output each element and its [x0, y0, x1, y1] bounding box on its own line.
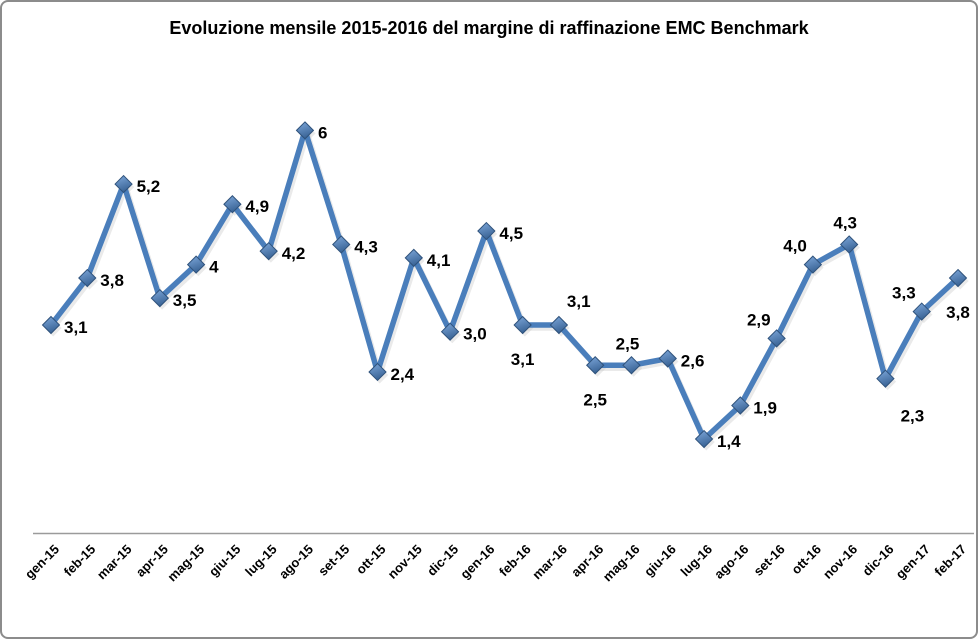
data-point-label: 4	[209, 258, 219, 277]
data-point-label: 4,9	[245, 197, 269, 216]
data-point-label: 1,9	[753, 399, 777, 418]
data-point-label: 3,1	[567, 292, 591, 311]
data-point-label: 3,1	[64, 318, 88, 337]
x-tick-label: dic-15	[424, 542, 461, 579]
data-point-marker	[731, 396, 750, 415]
data-point-marker	[513, 315, 532, 335]
x-tick-label: set-16	[751, 542, 788, 579]
data-point-label: 3,8	[946, 303, 970, 322]
chart-title: Evoluzione mensile 2015-2016 del margine…	[169, 18, 809, 38]
x-tick-label: gen-15	[22, 542, 62, 582]
data-point-marker	[912, 302, 931, 321]
x-tick-label: gen-17	[893, 542, 933, 582]
data-point-marker	[694, 429, 714, 449]
x-tick-label: lug-16	[677, 542, 715, 580]
x-tick-label: dic-16	[859, 542, 896, 579]
data-point-label: 2,6	[681, 352, 705, 371]
x-tick-label: feb-15	[61, 542, 99, 580]
data-point-marker	[948, 268, 968, 288]
data-point-label: 4,3	[354, 238, 378, 257]
data-point-label: 2,3	[901, 407, 925, 426]
data-point-label: 3,3	[892, 284, 916, 303]
data-point-label: 1,4	[717, 432, 741, 451]
x-tick-label: mag-15	[164, 542, 207, 585]
data-point-label: 3,0	[463, 325, 487, 344]
data-point-marker	[259, 241, 278, 261]
data-point-marker	[150, 288, 170, 308]
data-point-marker	[839, 235, 859, 254]
x-tick-label: giu-16	[641, 542, 679, 580]
x-tick-label: feb-17	[931, 542, 969, 580]
data-point-marker	[803, 255, 823, 274]
data-point-label: 4,3	[833, 214, 857, 233]
data-point-marker	[477, 221, 496, 241]
data-point-label: 3,5	[173, 291, 197, 310]
data-point-marker	[223, 195, 242, 214]
data-point-marker	[332, 235, 351, 254]
data-point-marker	[41, 315, 61, 335]
x-tick-label: ott-15	[353, 542, 389, 578]
data-point-marker	[186, 255, 206, 274]
data-point-marker	[440, 322, 460, 341]
x-tick-label: ott-16	[788, 542, 824, 578]
data-point-label: 4,2	[282, 244, 306, 263]
data-point-label: 5,2	[137, 177, 161, 196]
data-point-label: 4,0	[783, 237, 807, 256]
data-point-label: 4,1	[427, 251, 451, 270]
data-point-marker	[404, 248, 424, 268]
data-point-marker	[658, 349, 677, 368]
data-point-label: 4,5	[499, 224, 523, 243]
data-point-label: 2,4	[391, 365, 415, 384]
x-tick-label: gen-16	[457, 542, 497, 582]
x-tick-label: lug-15	[242, 542, 280, 580]
x-tick-label: nov-15	[385, 542, 425, 582]
data-point-marker	[295, 121, 315, 140]
x-tick-label: feb-16	[496, 542, 534, 580]
x-tick-label: set-15	[315, 542, 352, 579]
x-tick-label: mar-15	[94, 542, 135, 583]
x-tick-label: mar-16	[529, 542, 570, 583]
data-point-marker	[585, 356, 605, 375]
data-point-marker	[876, 369, 895, 388]
x-tick-label: mag-16	[600, 542, 643, 585]
data-point-label: 2,9	[747, 310, 771, 329]
x-tick-label: ago-15	[276, 542, 316, 582]
data-point-marker	[368, 362, 387, 382]
data-point-label: 3,1	[511, 350, 535, 369]
data-point-label: 2,5	[616, 334, 640, 353]
x-tick-label: ago-16	[711, 542, 751, 582]
data-point-label: 3,8	[100, 271, 124, 290]
data-point-label: 2,5	[583, 390, 607, 409]
x-tick-label: nov-16	[820, 542, 860, 582]
data-point-marker	[114, 174, 133, 194]
data-point-marker	[767, 329, 786, 348]
series-line	[48, 127, 961, 442]
data-point-marker	[622, 356, 641, 375]
data-point-label: 6	[318, 123, 327, 142]
x-tick-label: giu-15	[206, 542, 244, 580]
data-point-marker	[78, 268, 97, 288]
data-point-marker	[549, 315, 569, 335]
